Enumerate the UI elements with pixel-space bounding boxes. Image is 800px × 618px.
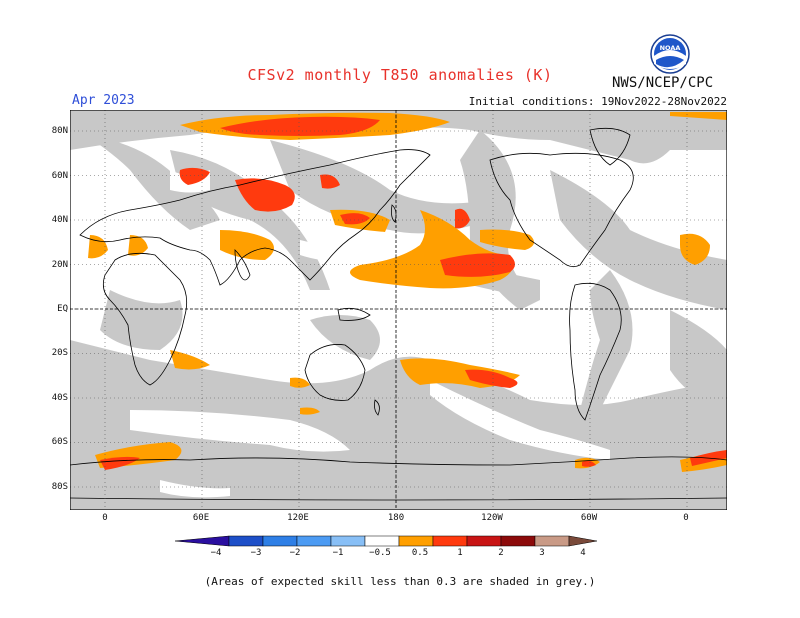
colorbar-segment	[228, 535, 264, 547]
colorbar-label: 2	[498, 548, 504, 558]
forecast-month: Apr 2023	[72, 93, 135, 108]
colorbar-segment	[174, 535, 230, 547]
colorbar-label: 0.5	[411, 548, 429, 558]
y-tick-label: 20N	[51, 260, 68, 270]
colorbar	[174, 535, 598, 547]
colorbar-segment	[534, 535, 570, 547]
colorbar-segment	[568, 535, 598, 547]
colorbar-segment	[296, 535, 332, 547]
colorbar-segment	[500, 535, 536, 547]
y-tick-label: 60S	[51, 437, 68, 447]
y-tick-label: EQ	[57, 304, 68, 314]
colorbar-label: −0.5	[369, 548, 391, 558]
colorbar-label: −2	[289, 548, 301, 558]
x-tick-label: 0	[102, 513, 108, 523]
y-tick-label: 80N	[51, 126, 68, 136]
x-tick-label: 60W	[580, 513, 598, 523]
gridlines	[70, 110, 727, 510]
x-tick-label: 0	[683, 513, 689, 523]
x-tick-label: 120W	[481, 513, 503, 523]
colorbar-segment	[262, 535, 298, 547]
y-tick-label: 20S	[51, 348, 68, 358]
colorbar-segment	[432, 535, 468, 547]
y-tick-label: 80S	[51, 482, 68, 492]
colorbar-label: −1	[332, 548, 344, 558]
y-tick-label: 40N	[51, 215, 68, 225]
colorbar-segment	[330, 535, 366, 547]
y-tick-label: 40S	[51, 393, 68, 403]
footnote: (Areas of expected skill less than 0.3 a…	[204, 575, 596, 588]
chart-title: CFSv2 monthly T850 anomalies (K)	[247, 66, 553, 84]
colorbar-label: 4	[580, 548, 586, 558]
colorbar-segment	[364, 535, 400, 547]
colorbar-segment	[466, 535, 502, 547]
colorbar-label: 1	[457, 548, 463, 558]
colorbar-label: −3	[250, 548, 262, 558]
x-tick-label: 60E	[192, 513, 210, 523]
agency-label: NWS/NCEP/CPC	[612, 75, 714, 91]
colorbar-label: 3	[539, 548, 545, 558]
noaa-logo: NOAA	[650, 34, 690, 74]
x-tick-label: 180	[387, 513, 405, 523]
colorbar-label: −4	[210, 548, 222, 558]
x-tick-label: 120E	[287, 513, 309, 523]
anomaly-map	[70, 110, 727, 510]
colorbar-segment	[398, 535, 434, 547]
coastlines	[70, 127, 727, 501]
y-tick-label: 60N	[51, 171, 68, 181]
initial-conditions: Initial conditions: 19Nov2022-28Nov2022	[468, 95, 727, 108]
positive-anomaly-1-2	[100, 116, 727, 470]
logo-text: NOAA	[660, 44, 681, 52]
